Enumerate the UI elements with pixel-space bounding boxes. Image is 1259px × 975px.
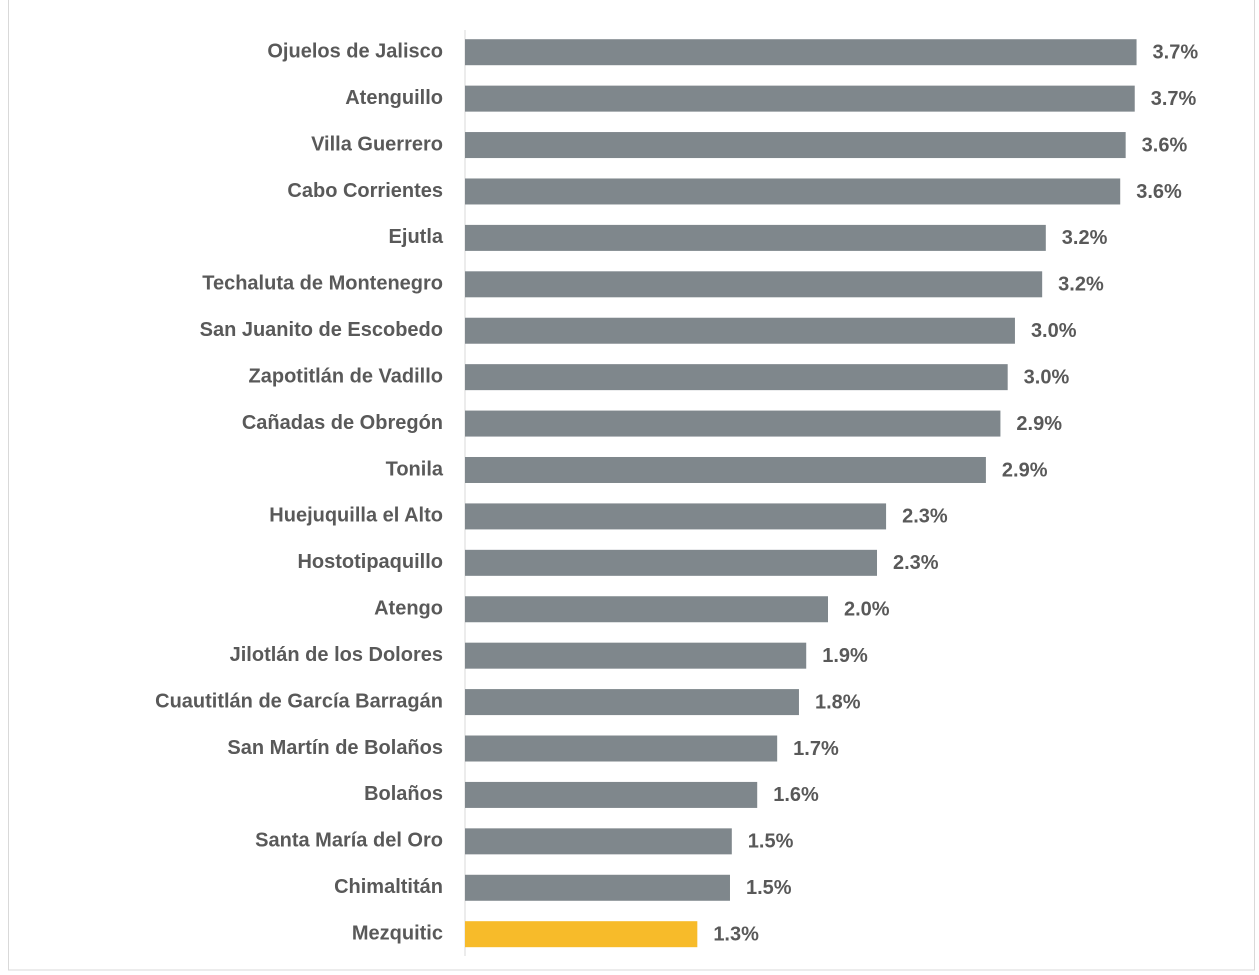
category-label: Mezquitic [352, 922, 443, 944]
bar [465, 132, 1126, 159]
category-label: Zapotitlán de Vadillo [249, 365, 443, 387]
category-label: Ojuelos de Jalisco [267, 40, 443, 62]
value-label: 2.9% [1016, 413, 1062, 435]
category-label: Atenguillo [345, 87, 443, 109]
bar [465, 781, 758, 808]
value-label: 1.3% [713, 923, 759, 945]
value-label: 3.0% [1031, 320, 1077, 342]
bar [465, 874, 730, 901]
bar [465, 364, 1008, 391]
value-label: 1.5% [746, 877, 792, 899]
bar [465, 317, 1015, 344]
bar [465, 596, 828, 623]
category-label: San Juanito de Escobedo [200, 319, 443, 341]
category-label: San Martín de Bolaños [227, 737, 443, 759]
bar [465, 921, 698, 948]
value-label: 3.0% [1024, 366, 1070, 388]
category-label: Hostotipaquillo [297, 551, 443, 573]
category-label: Villa Guerrero [311, 133, 443, 155]
bar [465, 689, 799, 716]
value-label: 3.2% [1062, 227, 1108, 249]
category-label: Techaluta de Montenegro [202, 273, 443, 295]
value-label: 2.0% [844, 599, 890, 621]
bar [465, 39, 1137, 66]
category-label: Cuautitlán de García Barragán [155, 690, 443, 712]
category-label: Chimaltitán [334, 876, 443, 898]
category-label: Jilotlán de los Dolores [230, 644, 443, 666]
bar [465, 224, 1046, 251]
category-label: Cabo Corrientes [287, 180, 443, 202]
bar [465, 735, 778, 762]
category-label: Santa María del Oro [255, 830, 443, 852]
bar [465, 85, 1135, 112]
value-label: 2.3% [893, 552, 939, 574]
category-label: Ejutla [389, 226, 444, 248]
category-label: Cañadas de Obregón [242, 412, 443, 434]
value-label: 1.8% [815, 691, 861, 713]
value-label: 1.6% [773, 784, 819, 806]
value-label: 3.7% [1151, 88, 1197, 110]
value-label: 2.3% [902, 506, 948, 528]
value-label: 1.7% [793, 738, 839, 760]
value-label: 2.9% [1002, 459, 1048, 481]
value-label: 3.2% [1058, 274, 1104, 296]
value-label: 3.6% [1136, 181, 1182, 203]
bar [465, 410, 1001, 437]
bar [465, 503, 887, 530]
category-label: Tonila [386, 458, 444, 480]
value-label: 3.6% [1142, 134, 1188, 156]
value-label: 3.7% [1153, 41, 1199, 63]
value-label: 1.5% [748, 831, 794, 853]
bar [465, 456, 986, 483]
value-label: 1.9% [822, 645, 868, 667]
category-label: Huejuquilla el Alto [269, 505, 443, 527]
bar [465, 642, 807, 669]
chart-frame [8, 0, 1255, 971]
category-label: Atengo [374, 598, 443, 620]
bar [465, 271, 1043, 298]
bar [465, 549, 878, 576]
bar [465, 828, 732, 855]
bar [465, 178, 1121, 205]
category-label: Bolaños [364, 783, 443, 805]
